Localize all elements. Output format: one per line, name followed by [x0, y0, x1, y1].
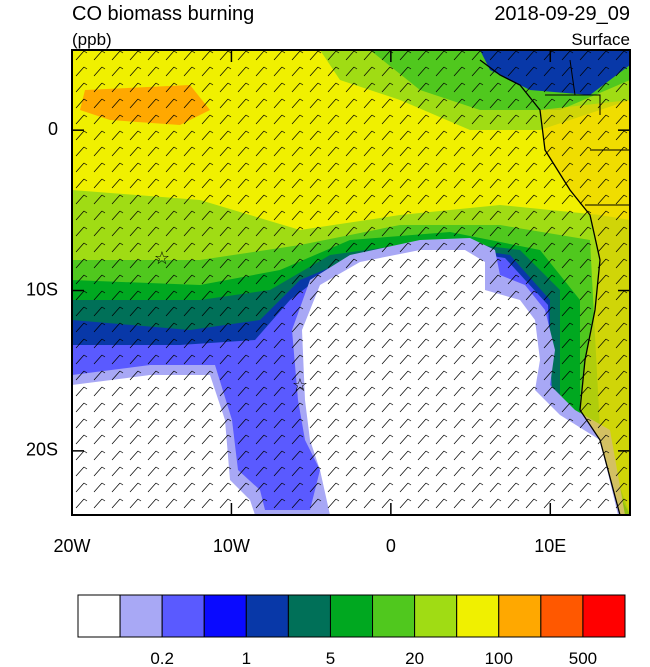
colorbar-box [372, 594, 416, 638]
x-tick-label: 20W [53, 536, 90, 556]
units: (ppb) [72, 30, 112, 49]
y-tick-label: 0 [48, 119, 58, 139]
x-tick-label: 10W [213, 536, 250, 556]
colorbar-box [161, 594, 205, 638]
colorbar-box [119, 594, 163, 638]
co-field: ☆ ☆ [72, 50, 630, 515]
x-tick-label: 0 [386, 536, 396, 556]
colorbar-box [245, 594, 289, 638]
colorbar-box [287, 594, 331, 638]
colorbar-label: 500 [569, 649, 597, 667]
colorbar-box [414, 594, 458, 638]
svg-text:☆: ☆ [292, 375, 308, 395]
axes: 20W 10W 0 10E 0 10S 20S [26, 50, 630, 556]
svg-text:☆: ☆ [154, 248, 170, 268]
colorbar-box [203, 594, 247, 638]
colorbar-label: 0.2 [150, 649, 174, 667]
colorbar-box [498, 594, 542, 638]
colorbar-box [329, 594, 374, 638]
y-tick-label: 10S [26, 279, 58, 299]
title: CO biomass burning [72, 3, 254, 25]
colorbar-label: 1 [242, 649, 251, 667]
colorbar: 0.2 1 5 20 100 500 [77, 594, 626, 667]
date: 2018-09-29_09 [494, 3, 630, 25]
colorbar-box [77, 594, 121, 638]
level: Surface [571, 30, 630, 49]
colorbar-box [540, 594, 584, 638]
colorbar-box [456, 594, 500, 638]
colorbar-label: 20 [405, 649, 424, 667]
plot-frame [71, 49, 631, 516]
colorbar-box [582, 594, 626, 638]
colorbar-label: 5 [326, 649, 335, 667]
x-tick-label: 10E [534, 536, 566, 556]
colorbar-label: 100 [485, 649, 513, 667]
y-tick-label: 20S [26, 440, 58, 460]
